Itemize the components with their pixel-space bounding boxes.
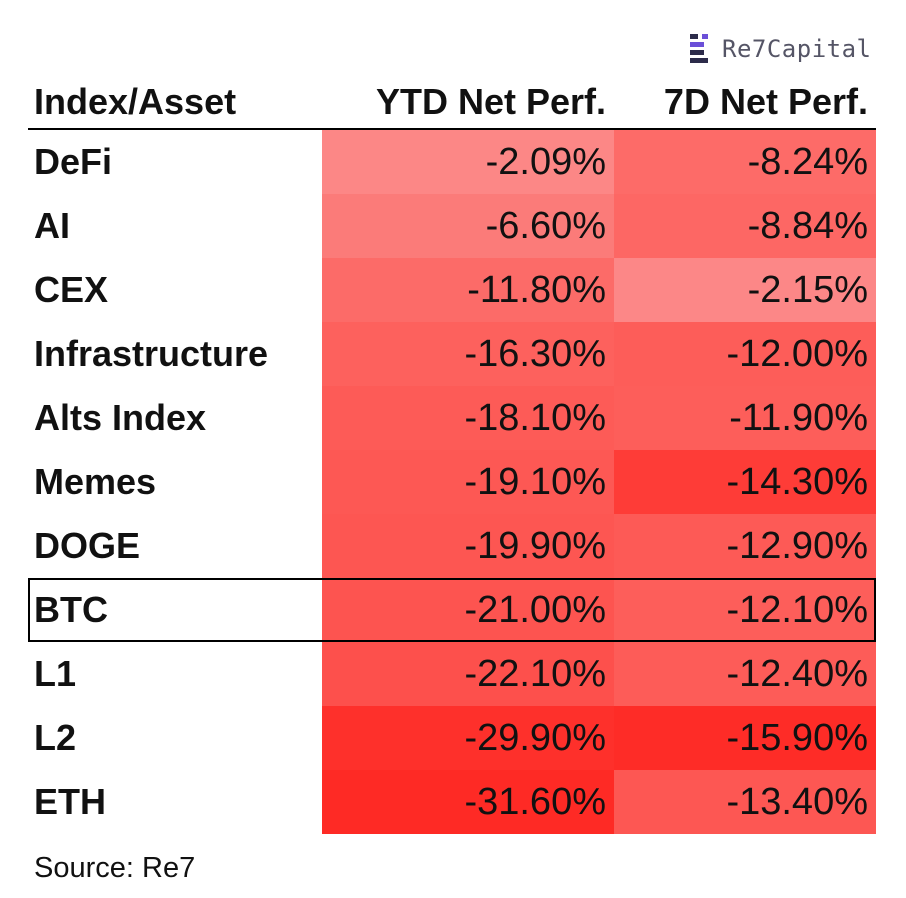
table-row: Memes -19.10% -14.30% [28, 450, 876, 514]
re7-capital-logo: Re7Capital [690, 30, 872, 68]
d7-value-cell: -2.15% [614, 258, 876, 322]
ytd-value-cell: -21.00% [322, 578, 614, 642]
table-row: DOGE -19.90% -12.90% [28, 514, 876, 578]
header-7d-net-perf: 7D Net Perf. [663, 81, 868, 122]
ytd-value-cell: -2.09% [322, 130, 614, 194]
d7-value-cell: -11.90% [614, 386, 876, 450]
d7-value-cell: -13.40% [614, 770, 876, 834]
performance-table: Index/Asset YTD Net Perf. 7D Net Perf. D… [28, 76, 876, 834]
re7-logo-icon [690, 32, 712, 66]
d7-value-cell: -15.90% [614, 706, 876, 770]
asset-name: Memes [34, 461, 157, 502]
ytd-value-cell: -19.10% [322, 450, 614, 514]
table-row: ETH -31.60% -13.40% [28, 770, 876, 834]
header-index-asset: Index/Asset [34, 81, 237, 122]
d7-value-cell: -8.24% [614, 130, 876, 194]
table-row: L1 -22.10% -12.40% [28, 642, 876, 706]
asset-name: AI [34, 205, 70, 246]
table-row: DeFi -2.09% -8.24% [28, 130, 876, 194]
asset-name: Infrastructure [34, 333, 269, 374]
d7-value-cell: -12.40% [614, 642, 876, 706]
table-body: DeFi -2.09% -8.24% AI -6.60% -8.84% CEX -11.80%… [28, 130, 876, 834]
source-note: Source: Re7 [34, 852, 196, 884]
ytd-value-cell: -11.80% [322, 258, 614, 322]
asset-name: DOGE [34, 525, 141, 566]
ytd-value-cell: -29.90% [322, 706, 614, 770]
ytd-value-cell: -18.10% [322, 386, 614, 450]
asset-name: L2 [34, 717, 77, 758]
d7-value-cell: -12.90% [614, 514, 876, 578]
ytd-value-cell: -16.30% [322, 322, 614, 386]
logo-text: Re7Capital [722, 35, 872, 63]
asset-name: L1 [34, 653, 77, 694]
asset-name: CEX [34, 269, 109, 310]
table-row: BTC -21.00% -12.10% [28, 578, 876, 642]
d7-value-cell: -8.84% [614, 194, 876, 258]
d7-value-cell: -12.10% [614, 578, 876, 642]
asset-name: DeFi [34, 141, 113, 182]
table-header: Index/Asset YTD Net Perf. 7D Net Perf. [28, 76, 876, 130]
asset-name: Alts Index [34, 397, 207, 438]
asset-name: BTC [34, 589, 108, 630]
d7-value-cell: -14.30% [614, 450, 876, 514]
ytd-value-cell: -31.60% [322, 770, 614, 834]
ytd-value-cell: -19.90% [322, 514, 614, 578]
table-row: Alts Index -18.10% -11.90% [28, 386, 876, 450]
header-ytd-net-perf: YTD Net Perf. [375, 81, 606, 122]
table-row: L2 -29.90% -15.90% [28, 706, 876, 770]
table-row: Infrastructure -16.30% -12.00% [28, 322, 876, 386]
ytd-value-cell: -22.10% [322, 642, 614, 706]
table-row: AI -6.60% -8.84% [28, 194, 876, 258]
ytd-value-cell: -6.60% [322, 194, 614, 258]
table-row: CEX -11.80% -2.15% [28, 258, 876, 322]
d7-value-cell: -12.00% [614, 322, 876, 386]
asset-name: ETH [34, 781, 106, 822]
